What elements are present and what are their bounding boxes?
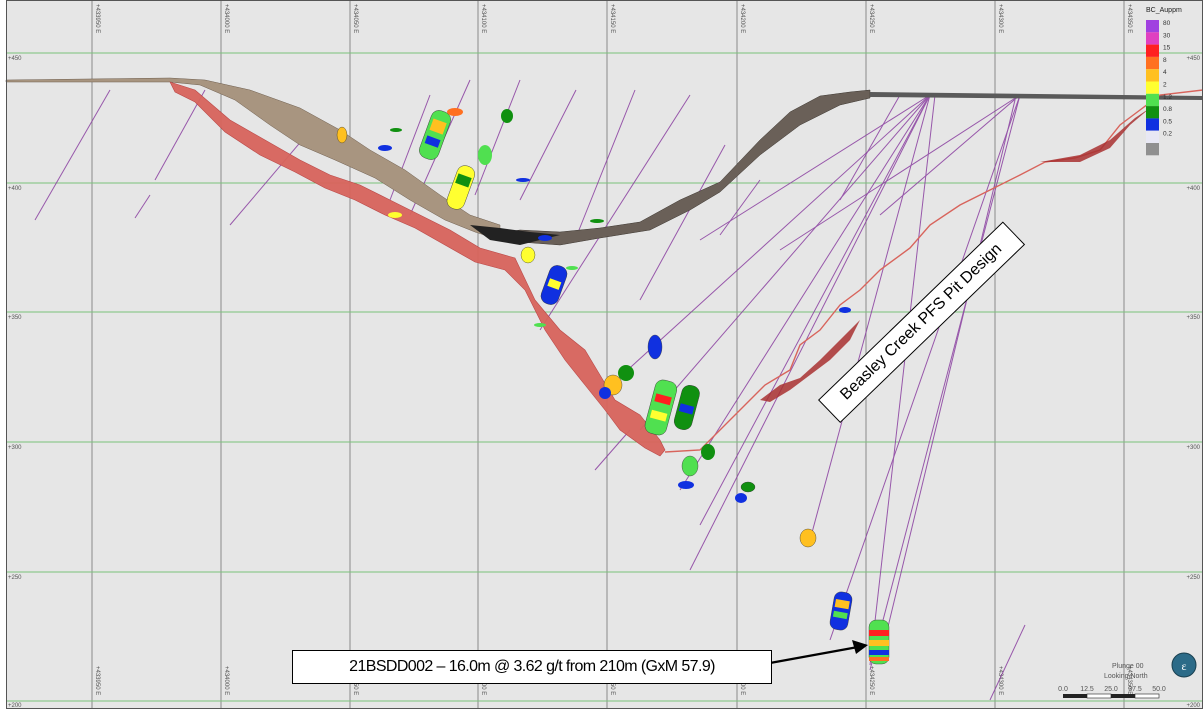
drill-hole-callout: 21BSDD002 – 16.0m @ 3.62 g/t from 210m (… xyxy=(292,650,772,684)
easting-label: +434000 E xyxy=(223,666,229,695)
easting-label: +434300 E xyxy=(997,4,1003,33)
legend-label: 0.5 xyxy=(1163,118,1172,125)
pit-design-outline xyxy=(664,89,1203,453)
easting-label: +434300 E xyxy=(997,666,1003,695)
legend-swatch xyxy=(1146,81,1159,94)
easting-label: +434000 E xyxy=(223,4,229,33)
rl-labels-right: +450 +400 +350 +300 +250 +200 xyxy=(1186,56,1200,709)
rl-grid xyxy=(6,52,1203,702)
pit-design-shell xyxy=(169,81,666,457)
legend-title: BC_Auppm xyxy=(1146,7,1182,14)
scale-tick-label: 0.0 xyxy=(1058,686,1068,693)
easting-label: +434200 E xyxy=(739,4,745,33)
rl-label: +400 xyxy=(8,186,22,192)
easting-label: +433950 E xyxy=(94,666,100,695)
scale-tick-label: 12.5 xyxy=(1080,686,1094,693)
legend-label: 15 xyxy=(1163,45,1171,52)
plunge-label: Plunge 00 xyxy=(1112,663,1144,670)
legend-label: 4 xyxy=(1163,69,1167,76)
callout-arrow xyxy=(769,640,868,665)
viewport-background xyxy=(6,0,1203,709)
legend-label: 0.2 xyxy=(1163,131,1172,138)
rl-label: +350 xyxy=(1186,315,1200,321)
legend-label: 2 xyxy=(1163,82,1167,89)
legend-swatch xyxy=(1146,20,1159,33)
easting-labels-top: +433950 E +434000 E +434050 E +434100 E … xyxy=(94,4,1132,33)
legend-swatch xyxy=(1146,143,1159,156)
legend-swatch xyxy=(1146,32,1159,45)
easting-label: +434350 E xyxy=(1126,666,1132,695)
looking-label: Looking North xyxy=(1104,673,1148,680)
legend-swatch xyxy=(1146,56,1159,70)
rl-label: +400 xyxy=(1186,186,1200,192)
easting-label: +434350 E xyxy=(1126,4,1132,33)
legend-swatch xyxy=(1146,93,1159,107)
scale-tick-label: 25.0 xyxy=(1104,686,1118,693)
legend-label: 8 xyxy=(1163,57,1167,64)
legend-label: 0.8 xyxy=(1163,106,1172,113)
legend-swatch xyxy=(1146,44,1159,57)
legend-swatch xyxy=(1146,106,1159,119)
easting-label: +434150 E xyxy=(609,4,615,33)
view-orientation: Plunge 00 Looking North ε 0.0 12.5 25.0 37.… xyxy=(1058,652,1197,699)
legend-swatch xyxy=(1146,69,1159,82)
easting-label: +433950 E xyxy=(94,4,100,33)
rl-label: +300 xyxy=(1186,445,1200,451)
rl-label: +450 xyxy=(1186,56,1200,62)
compass-icon xyxy=(1171,652,1197,678)
legend-swatch xyxy=(1146,130,1159,143)
easting-label: +434100 E xyxy=(480,4,486,33)
scale-tick-label: 50.0 xyxy=(1152,686,1166,693)
assay-intervals xyxy=(336,108,890,665)
topography-surface xyxy=(5,77,1203,246)
rl-label: +450 xyxy=(8,56,22,62)
easting-label: +434050 E xyxy=(352,4,358,33)
scale-bar xyxy=(1063,693,1160,699)
rl-labels-left: +450 +400 +350 +300 +250 +200 xyxy=(8,56,22,709)
pit-design-right-wall xyxy=(760,108,1150,402)
legend-label: 30 xyxy=(1163,32,1171,39)
rl-label: +350 xyxy=(8,315,22,321)
legend-label: 1.2 xyxy=(1163,94,1172,101)
easting-label: +434250 E xyxy=(868,4,874,33)
rl-label: +200 xyxy=(1186,703,1200,709)
grade-legend: BC_Auppm 80 30 15 8 4 2 1.2 0.8 0.5 0.2 xyxy=(1146,7,1182,156)
rl-label: +200 xyxy=(8,703,22,709)
legend-label: 80 xyxy=(1163,20,1171,27)
scale-tick-label: 37.5 xyxy=(1128,686,1142,693)
rl-label: +300 xyxy=(8,445,22,451)
svg-text:ε: ε xyxy=(1181,659,1186,673)
rl-label: +250 xyxy=(1186,575,1200,581)
legend-swatch xyxy=(1146,118,1159,131)
rl-label: +250 xyxy=(8,575,22,581)
easting-label: +434250 E xyxy=(868,666,874,695)
scale-tick-labels: 0.0 12.5 25.0 37.5 50.0 xyxy=(1058,686,1166,693)
